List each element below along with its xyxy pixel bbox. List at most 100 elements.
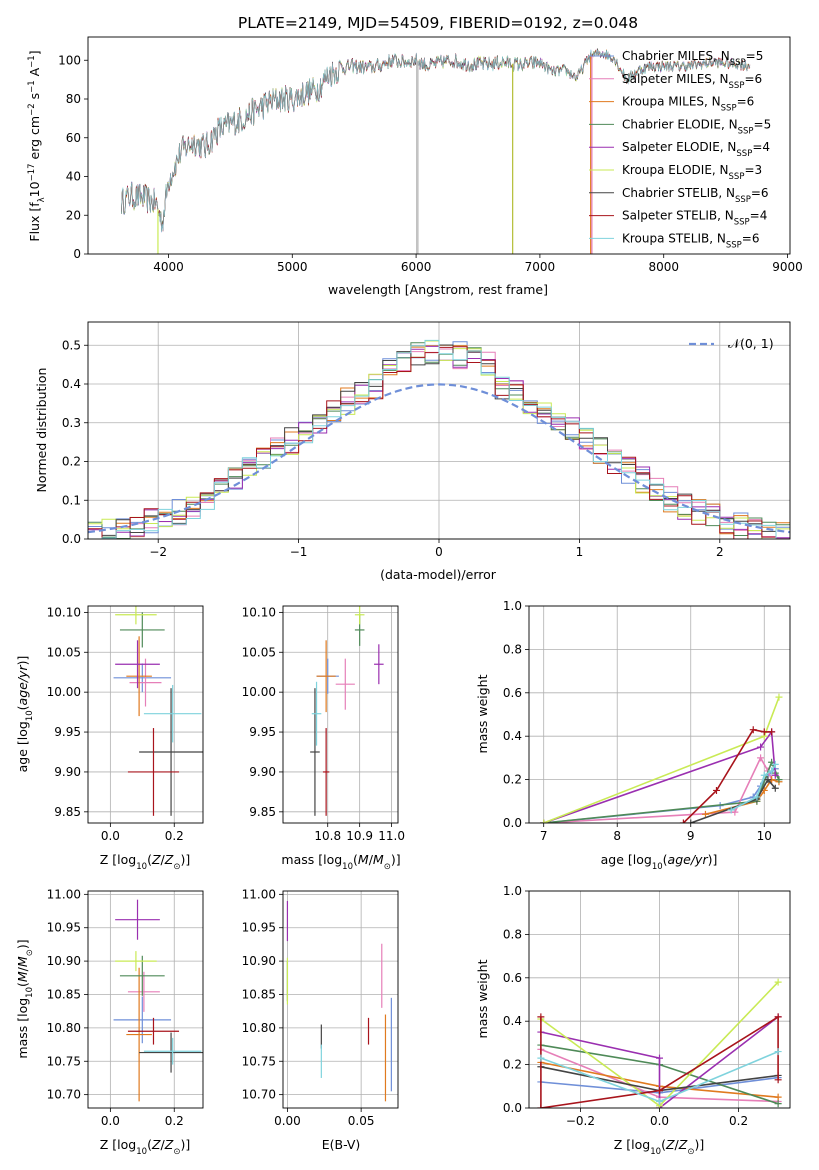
- x-axis-label: Z [log10(Z/Z⊙)]: [100, 1137, 190, 1157]
- x-tick-label: 8: [613, 829, 621, 843]
- y-tick-label: 10.85: [47, 987, 81, 1001]
- errorbar-point: [119, 955, 165, 996]
- errorbar-point: [113, 663, 172, 693]
- y-tick-label: 10.90: [242, 954, 276, 968]
- weight-marker: [727, 806, 735, 814]
- weight-marker: [679, 819, 687, 823]
- weight-marker: [760, 771, 768, 779]
- weight-marker: [774, 1100, 782, 1108]
- legend-label: Chabrier ELODIE, NSSP=5: [622, 117, 771, 136]
- axes-frame: [528, 605, 791, 824]
- spectrum-line: [121, 49, 751, 232]
- y-tick-label: 10.05: [47, 645, 81, 659]
- plot-area: [540, 693, 783, 823]
- weight-marker: [771, 760, 779, 768]
- weight-marker: [757, 754, 765, 762]
- plot-area: [121, 48, 751, 254]
- weight-marker: [774, 1048, 782, 1056]
- weight-marker: [749, 726, 757, 734]
- axes-frame: [282, 605, 399, 824]
- y-tick-label: 0.8: [503, 642, 522, 656]
- y-tick-label: 10.10: [47, 605, 81, 619]
- errorbar-point: [113, 996, 172, 1044]
- weight-marker: [753, 793, 761, 801]
- errorbar-point: [115, 606, 157, 625]
- x-tick-label: 10.8: [314, 829, 341, 843]
- y-tick-label: 10.95: [242, 921, 276, 935]
- y-axis-label: mass weight: [475, 674, 490, 753]
- x-tick-label: 0.0: [101, 829, 120, 843]
- y-tick-label: 10.70: [242, 1088, 276, 1102]
- y-tick-label: 9.95: [54, 725, 81, 739]
- y-tick-label: 1.0: [503, 884, 522, 898]
- x-tick-label: 7: [540, 829, 548, 843]
- weight-marker: [775, 693, 783, 701]
- legend-label: Salpeter MILES, NSSP=6: [622, 72, 762, 91]
- weight-marker: [775, 776, 783, 784]
- x-tick-label: 11.0: [378, 829, 405, 843]
- y-tick-label: 9.85: [249, 805, 276, 819]
- x-tick-label: 10.9: [346, 829, 373, 843]
- errorbar-point: [139, 688, 203, 816]
- normal-curve: [88, 383, 790, 534]
- axes-frame: [528, 890, 791, 1109]
- histogram-series: [88, 339, 790, 539]
- chart-mass-weight-vs-age: 7 8 9 10 0.0 0.2 0.4 0.6 0.8 1.0 age [log10(age/yr…: [475, 599, 791, 872]
- weight-marker: [537, 1013, 545, 1021]
- weight-line: [540, 1016, 779, 1108]
- weight-marker: [774, 978, 782, 986]
- legend: Chabrier MILES, NSSP=5 Salpeter MILES, NS…: [589, 49, 771, 250]
- legend-label: Salpeter STELIB, NSSP=4: [622, 209, 767, 228]
- weight-marker: [656, 1054, 663, 1062]
- weight-marker: [771, 784, 779, 792]
- errorbar-point: [139, 1032, 203, 1073]
- errorbar-point: [127, 971, 160, 1012]
- x-tick-label: −0.2: [566, 1114, 595, 1128]
- x-axis-label: age [log10(age/yr)]: [601, 852, 718, 872]
- y-tick-label: 10.00: [47, 685, 81, 699]
- weight-marker: [731, 808, 739, 816]
- y-tick-label: 0.0: [503, 1101, 522, 1115]
- chart-mass-vs-Z: 0.0 0.2 10.70 10.75 10.80 10.85 10.90 10.95 11.0…: [15, 887, 204, 1157]
- y-tick-label: 0.0: [503, 816, 522, 830]
- x-tick-label: 2: [716, 545, 724, 559]
- axes-frame: [87, 890, 204, 1109]
- errorbar-point: [126, 636, 152, 717]
- weight-marker: [540, 819, 548, 823]
- x-tick-label: 0: [435, 545, 443, 559]
- y-axis-label: age [log10(age/yr)]: [15, 656, 35, 773]
- histogram-series: [88, 344, 790, 539]
- y-tick-label: 0.2: [503, 1058, 522, 1072]
- plot-area: [286, 901, 392, 1102]
- y-tick-label: 1.0: [503, 599, 522, 613]
- errorbar-point: [143, 1037, 202, 1065]
- y-tick-label: 10.00: [242, 685, 276, 699]
- chart-age-vs-Z: 0.0 0.2 9.85 9.90 9.95 10.00 10.05 10.10 Z [log1…: [15, 605, 204, 872]
- y-tick-label: 60: [66, 131, 81, 145]
- errorbar-point: [335, 658, 355, 710]
- errorbar-point: [310, 688, 320, 816]
- errorbar-point: [143, 684, 202, 743]
- chart-mass-vs-ebv: 0.00 0.05 10.70 10.75 10.80 10.85 10.90 10.95 11…: [242, 887, 399, 1152]
- x-tick-label: 9: [687, 829, 695, 843]
- y-tick-label: 0: [73, 247, 81, 261]
- x-tick-label: 0.0: [650, 1114, 669, 1128]
- chart-mass-weight-vs-Z: −0.2 0.0 0.2 0.0 0.2 0.4 0.6 0.8 1.0 Z [log10(Z/Z…: [475, 884, 791, 1157]
- legend-label: Kroupa ELODIE, NSSP=3: [622, 163, 762, 182]
- axes-frame: [282, 890, 399, 1109]
- legend-label: Chabrier MILES, NSSP=5: [622, 49, 763, 68]
- y-tick-label: 10.05: [242, 645, 276, 659]
- y-tick-label: 0.2: [503, 773, 522, 787]
- y-tick-label: 0.8: [503, 927, 522, 941]
- x-axis-label: mass [log10(M/M⊙)]: [281, 852, 400, 872]
- weight-marker: [537, 1104, 545, 1108]
- y-tick-label: 10.75: [47, 1054, 81, 1068]
- y-tick-label: 10.85: [242, 987, 276, 1001]
- x-tick-label: 8000: [648, 260, 679, 274]
- y-tick-label: 0.4: [503, 729, 522, 743]
- weight-line: [543, 756, 773, 823]
- weight-marker: [760, 728, 768, 736]
- y-tick-label: 10.70: [47, 1088, 81, 1102]
- weight-line: [543, 729, 777, 823]
